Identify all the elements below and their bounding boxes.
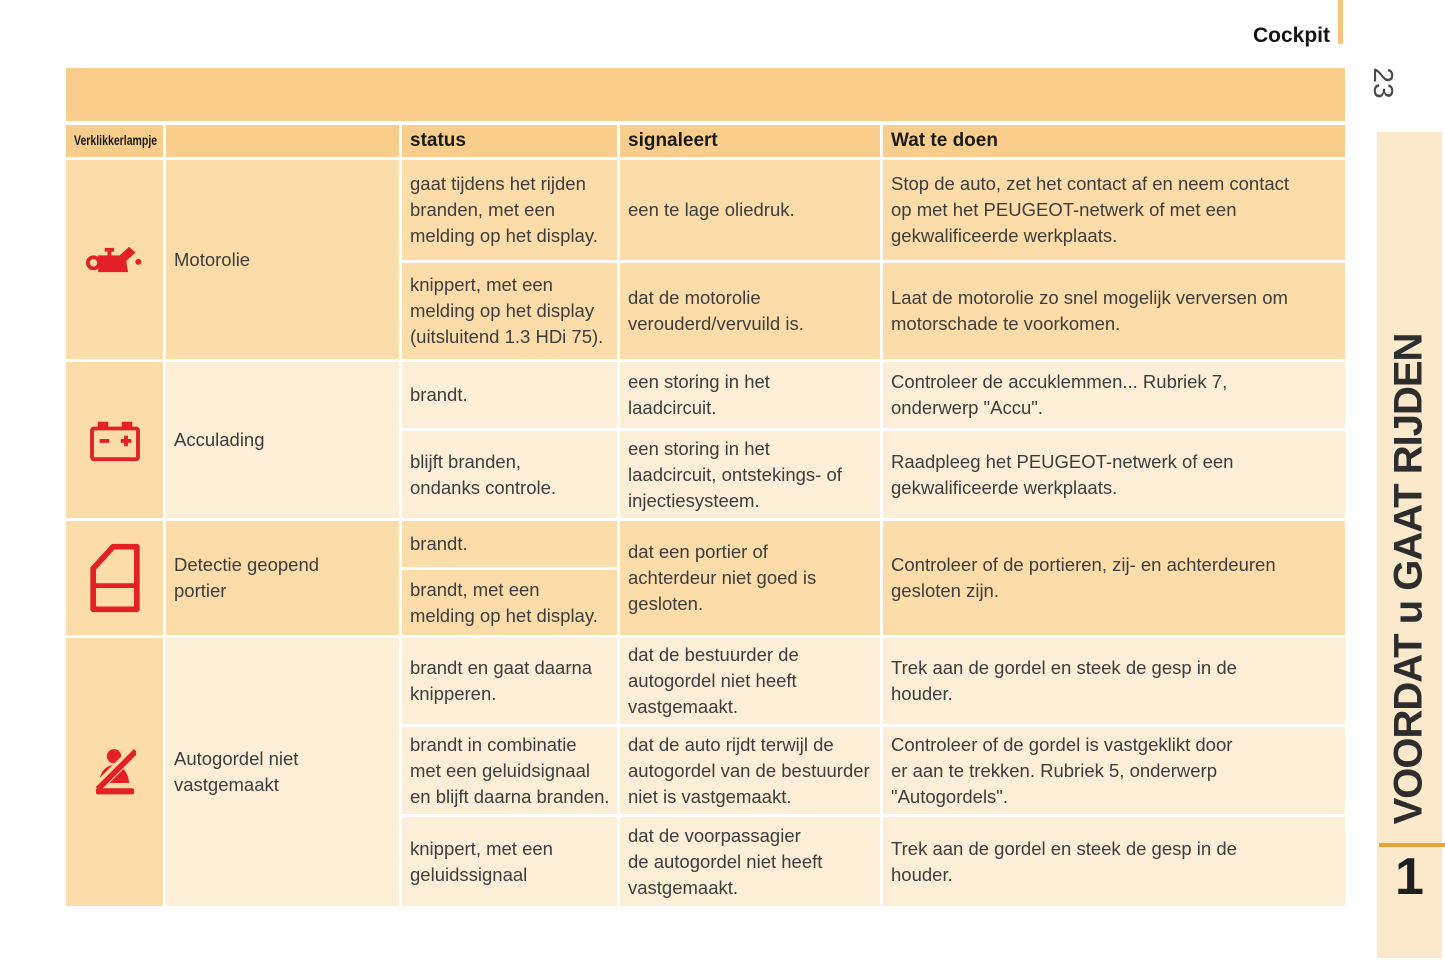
action-cell: Laat de motorolie zo snel mogelijk verve…	[883, 263, 1345, 359]
status-cell: brandt en gaat daarna knipperen.	[402, 638, 617, 724]
column-header-name	[166, 125, 399, 157]
column-header-lamp: Verklikkerlampje	[66, 125, 163, 157]
chapter-title-vertical: VOORDAT u GAAT RIJDEN	[1386, 333, 1431, 825]
warning-lamp-table: Verklikkerlampje status signaleert Wat t…	[66, 125, 1345, 906]
column-header-signals: signaleert	[620, 125, 880, 157]
lamp-icon-cell	[66, 362, 163, 518]
status-cell: brandt.	[402, 521, 617, 567]
lamp-name: Autogordel niet vastgemaakt	[166, 638, 399, 906]
sidebar-band	[1377, 132, 1442, 958]
action-cell: Controleer of de portieren, zij- en acht…	[883, 521, 1345, 635]
oil-pressure-warning-icon	[85, 246, 141, 272]
status-cell: knippert, met een geluidssignaal	[402, 817, 617, 906]
status-cell: brandt in combinatie met een geluidsigna…	[402, 727, 617, 814]
signals-cell: dat de auto rijdt terwijl de autogordel …	[620, 727, 880, 814]
column-header-status: status	[402, 125, 617, 157]
status-cell: blijft branden, ondanks controle.	[402, 431, 617, 518]
action-cell: Raadpleeg het PEUGEOT-netwerk of een gek…	[883, 431, 1345, 518]
lamp-name: Acculading	[166, 362, 399, 518]
sidebar-accent-rule	[1379, 843, 1445, 847]
signals-cell: dat de motorolie verouderd/vervuild is.	[620, 263, 880, 359]
door-open-warning-icon	[89, 543, 140, 613]
lamp-icon-cell	[66, 160, 163, 359]
action-cell: Trek aan de gordel en steek de gesp in d…	[883, 817, 1345, 906]
page-number: 23	[1368, 67, 1399, 99]
signals-cell: een storing in het laadcircuit, ontsteki…	[620, 431, 880, 518]
lamp-name: Motorolie	[166, 160, 399, 359]
signals-cell: dat een portier of achterdeur niet goed …	[620, 521, 880, 635]
battery-charge-warning-icon	[89, 421, 140, 462]
status-cell: brandt, met een melding op het display.	[402, 570, 617, 635]
lamp-icon-cell	[66, 521, 163, 635]
status-cell: knippert, met een melding op het display…	[402, 263, 617, 359]
signals-cell: dat de voorpassagier de autogordel niet …	[620, 817, 880, 906]
signals-cell: een te lage oliedruk.	[620, 160, 880, 260]
page-header-title: Cockpit	[1252, 24, 1330, 47]
action-cell: Controleer de accuklemmen... Rubriek 7, …	[883, 362, 1345, 428]
action-cell: Controleer of de gordel is vastgeklikt d…	[883, 727, 1345, 814]
seatbelt-warning-icon	[93, 748, 136, 795]
action-cell: Trek aan de gordel en steek de gesp in d…	[883, 638, 1345, 724]
chapter-number: 1	[1395, 848, 1424, 906]
column-header-action: Wat te doen	[883, 125, 1345, 157]
header-accent-rule	[1338, 0, 1343, 44]
status-cell: brandt.	[402, 362, 617, 428]
table-top-band	[66, 68, 1345, 121]
signals-cell: een storing in het laadcircuit.	[620, 362, 880, 428]
status-cell: gaat tijdens het rijden branden, met een…	[402, 160, 617, 260]
action-cell: Stop de auto, zet het contact af en neem…	[883, 160, 1345, 260]
lamp-icon-cell	[66, 638, 163, 906]
signals-cell: dat de bestuurder de autogordel niet hee…	[620, 638, 880, 724]
lamp-name: Detectie geopend portier	[166, 521, 399, 635]
